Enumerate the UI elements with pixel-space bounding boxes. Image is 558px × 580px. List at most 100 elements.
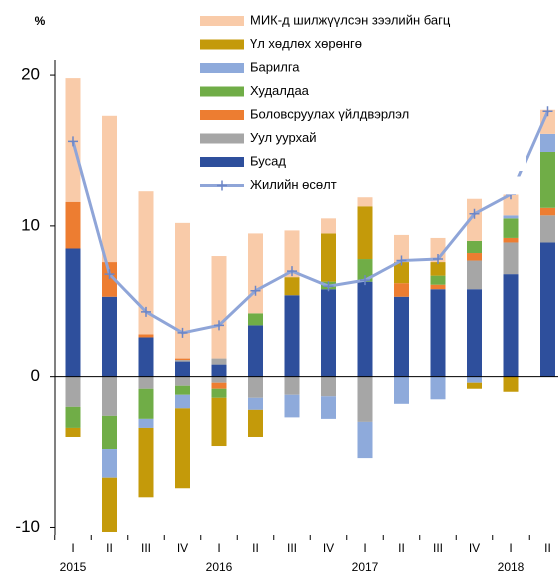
- bar-segment: [65, 201, 81, 249]
- bar-segment: [175, 408, 190, 489]
- bar-segment: [540, 242, 555, 377]
- bar-segment: [430, 289, 446, 377]
- legend-bg: [196, 59, 526, 77]
- y-tick-label: -10: [15, 517, 40, 536]
- bar-segment: [467, 253, 482, 261]
- bar-segment: [211, 376, 227, 383]
- bar-segment: [175, 358, 190, 361]
- bar-segment: [102, 376, 117, 416]
- bar-segment: [394, 262, 409, 284]
- bar-segment: [430, 376, 446, 400]
- x-tick-label: III: [433, 541, 443, 555]
- bar-segment: [175, 222, 190, 359]
- bar-segment: [284, 394, 300, 418]
- y-tick-label: 0: [31, 366, 40, 385]
- bar-segment: [467, 382, 482, 389]
- line-marker: [214, 320, 224, 331]
- bar-segment: [248, 233, 263, 314]
- bar-segment: [211, 256, 227, 359]
- year-label: 2016: [206, 560, 233, 574]
- bar-segment: [248, 376, 263, 398]
- bar-segment: [357, 197, 373, 207]
- line-marker: [104, 269, 115, 280]
- line-marker: [287, 266, 297, 277]
- legend-bg: [196, 106, 526, 124]
- bar-segment: [503, 237, 519, 243]
- bar-segment: [430, 284, 446, 290]
- legend-swatch: [200, 133, 244, 144]
- legend-swatch: [200, 39, 244, 50]
- bar-segment: [211, 382, 227, 389]
- year-label: 2015: [60, 560, 87, 574]
- bar-segment: [540, 207, 555, 216]
- line-marker: [177, 327, 188, 338]
- x-tick-label: IV: [323, 541, 334, 555]
- line-marker: [141, 306, 151, 317]
- bar-segment: [540, 109, 555, 134]
- legend-bg: [196, 82, 526, 101]
- bar-segment: [503, 274, 519, 377]
- legend-label: Бусад: [250, 153, 286, 168]
- y-tick-label: 10: [21, 215, 40, 234]
- x-tick-label: I: [363, 541, 366, 555]
- bar-segment: [284, 295, 300, 377]
- bar-segment: [467, 240, 482, 254]
- y-tick-label: 20: [21, 65, 40, 84]
- bar-segment: [65, 376, 81, 407]
- bar-segment: [540, 215, 555, 243]
- bar-segment: [65, 406, 81, 428]
- bar-segment: [357, 206, 373, 260]
- bar-segment: [540, 151, 555, 208]
- x-tick-label: II: [106, 541, 113, 555]
- bar-segment: [467, 289, 482, 377]
- line-marker: [542, 106, 553, 117]
- x-tick-label: IV: [469, 541, 480, 555]
- bar-segment: [284, 277, 300, 296]
- bar-segment: [175, 385, 190, 395]
- legend-label: Уул уурхай: [250, 130, 316, 145]
- line-marker: [396, 255, 407, 266]
- year-label: 2017: [352, 560, 379, 574]
- bar-segment: [357, 259, 373, 282]
- bar-segment: [540, 133, 555, 152]
- bar-segment: [357, 281, 373, 377]
- bar-segment: [248, 313, 263, 326]
- bar-segment: [175, 361, 190, 377]
- bar-segment: [503, 218, 519, 238]
- line-marker: [323, 281, 334, 292]
- year-label: 2018: [498, 560, 525, 574]
- bar-segment: [503, 242, 519, 275]
- x-tick-label: I: [509, 541, 512, 555]
- bar-segment: [211, 358, 227, 365]
- legend-label: Жилийн өсөлт: [250, 177, 337, 192]
- line-marker: [250, 285, 261, 296]
- bar-segment: [394, 376, 409, 404]
- legend-bg: [196, 129, 526, 148]
- x-tick-label: IV: [177, 541, 188, 555]
- bar-segment: [138, 191, 154, 335]
- bar-segment: [394, 234, 409, 263]
- bar-segment: [175, 376, 190, 386]
- bar-segment: [102, 477, 117, 532]
- legend-label: Барилга: [250, 59, 300, 74]
- legend-label: МИК-д шилжүүлсэн зээлийн багц: [250, 12, 451, 27]
- legend-marker: [217, 180, 227, 191]
- x-tick-label: II: [544, 541, 551, 555]
- bar-segment: [248, 397, 263, 410]
- bar-segment: [284, 376, 300, 395]
- bar-segment: [357, 421, 373, 459]
- line: [71, 110, 549, 335]
- legend-bg: [196, 153, 526, 171]
- bar-segment: [394, 283, 409, 297]
- legend-swatch: [200, 157, 244, 167]
- legend-label: Үл хөдлөх хөрөнгө: [250, 36, 362, 51]
- bar-segment: [211, 397, 227, 447]
- bar-segment: [102, 115, 117, 263]
- x-tick-label: III: [287, 541, 297, 555]
- bar-segment: [138, 337, 154, 377]
- bar-segment: [321, 396, 336, 419]
- bar-segment: [102, 296, 117, 377]
- legend-label: Худалдаа: [250, 83, 310, 98]
- bar-segment: [503, 215, 519, 219]
- bar-segment: [467, 260, 482, 290]
